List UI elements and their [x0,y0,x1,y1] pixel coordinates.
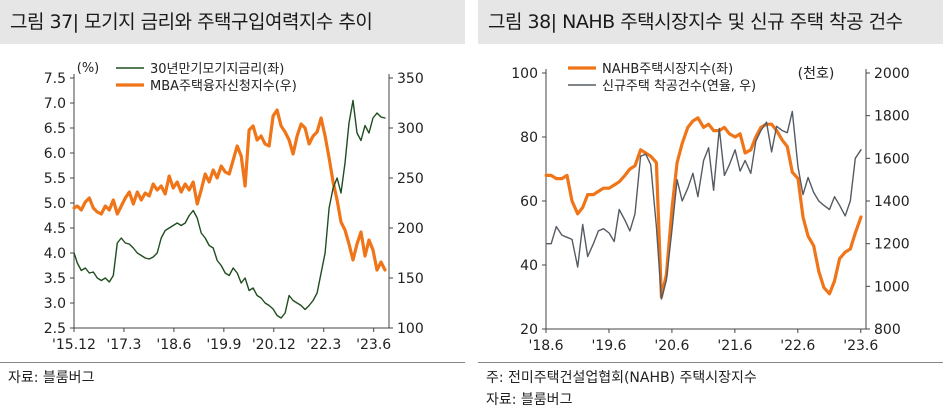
x-tick-label: '19.9 [206,337,241,350]
x-tick-label: '20.6 [654,338,689,350]
right-tick-label: 2000 [874,66,910,82]
chart-title: 그림 38| NAHB 주택시장지수 및 신규 주택 착공 건수 [478,0,943,44]
right-tick-label: 350 [397,71,424,87]
right-tick-label: 1400 [874,194,910,210]
series-line [544,116,863,299]
series-line [72,108,387,272]
x-tick-label: '23.6 [356,337,391,350]
x-tick-label: '17.3 [106,337,141,350]
right-axis-unit: (천호) [798,66,835,82]
right-tick-label: 150 [397,271,424,287]
left-tick-label: 7.5 [44,71,66,87]
right-tick-label: 200 [397,221,424,237]
x-tick-label: '19.6 [591,338,626,350]
x-tick-label: '18.6 [528,338,563,350]
right-tick-label: 1600 [874,151,910,167]
left-axis-unit: (%) [77,61,100,76]
nahb-housing-chart: 20 40 60 80 100 800 1000 1200 1400 1600 1800 2000 (천… [511,62,910,350]
right-tick-label: 250 [397,171,424,187]
x-tick-label: '15.12 [52,337,96,350]
divider [0,362,465,363]
panel-nahb-housing-starts: 그림 38| NAHB 주택시장지수 및 신규 주택 착공 건수 20 40 60 8… [478,0,943,416]
legend-label: 30년만기모기지금리(좌) [150,62,284,77]
left-tick-label: 5.0 [44,196,66,212]
right-tick-label: 1200 [874,237,910,253]
right-tick-label: 1000 [874,279,910,295]
legend-label: 신규주택 착공건수(연율, 우) [602,79,756,94]
series-line [545,110,862,300]
left-tick-label: 100 [511,66,538,82]
panel-mortgage-affordability: 그림 37| 모기지 금리와 주택구입여력지수 추이 2.5 3.0 3.5 4.0 4… [0,0,465,416]
legend-label: MBA주택융자신청지수(우) [150,79,297,94]
x-tick-label: '22.6 [780,338,815,350]
left-tick-label: 20 [520,322,538,338]
left-tick-label: 60 [520,194,538,210]
left-tick-label: 4.0 [44,246,66,262]
legend-label: NAHB주택시장지수(좌) [602,62,733,77]
right-tick-label: 300 [397,121,424,137]
x-tick-label: '22.3 [306,337,341,350]
left-tick-label: 3.5 [44,271,66,287]
x-tick-label: '18.6 [156,337,191,350]
left-tick-label: 80 [520,130,538,146]
series-line [73,99,386,319]
left-tick-label: 7.0 [44,96,66,112]
left-tick-label: 4.5 [44,221,66,237]
mortgage-rate-chart: 2.5 3.0 3.5 4.0 4.5 5.0 5.5 6.0 6.5 7.0 7.5 100 150 2… [44,61,424,350]
right-tick-label: 1800 [874,109,910,125]
right-tick-label: 100 [397,321,424,337]
left-tick-label: 3.0 [44,296,66,312]
left-tick-label: 5.5 [44,171,66,187]
chart-title: 그림 37| 모기지 금리와 주택구입여력지수 추이 [0,0,465,44]
left-tick-label: 6.0 [44,146,66,162]
right-tick-label: 800 [874,322,901,338]
source-note: 자료: 블룸버그 [486,392,573,408]
left-tick-label: 40 [520,258,538,274]
footnote: 주: 전미주택건설업협회(NAHB) 주택시장지수 [486,370,757,386]
divider [478,362,943,363]
x-tick-label: '20.12 [252,337,296,350]
x-tick-label: '23.6 [843,338,878,350]
left-tick-label: 6.5 [44,121,66,137]
x-tick-label: '21.6 [717,338,752,350]
source-note: 자료: 블룸버그 [8,370,95,386]
left-tick-label: 2.5 [44,321,66,337]
